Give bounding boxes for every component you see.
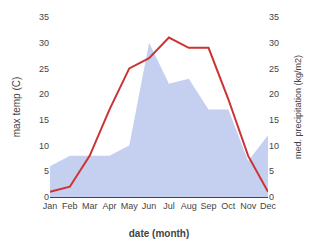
svg-text:5: 5 (44, 166, 49, 176)
svg-text:15: 15 (269, 115, 279, 125)
svg-text:Dec: Dec (260, 201, 277, 211)
svg-text:20: 20 (269, 89, 279, 99)
svg-text:5: 5 (269, 166, 274, 176)
svg-text:35: 35 (269, 12, 279, 22)
svg-text:Apr: Apr (102, 201, 116, 211)
svg-text:20: 20 (39, 89, 49, 99)
svg-text:date (month): date (month) (129, 228, 190, 239)
svg-text:30: 30 (39, 38, 49, 48)
svg-text:Jan: Jan (43, 201, 58, 211)
svg-text:Jul: Jul (163, 201, 175, 211)
svg-text:Oct: Oct (221, 201, 236, 211)
svg-text:0: 0 (269, 192, 274, 202)
svg-text:Sep: Sep (201, 201, 217, 211)
svg-text:max temp (C): max temp (C) (11, 77, 22, 138)
svg-text:med. precipitation (kg/m2): med. precipitation (kg/m2) (293, 55, 303, 159)
svg-text:10: 10 (39, 141, 49, 151)
svg-text:35: 35 (39, 12, 49, 22)
svg-text:Mar: Mar (82, 201, 98, 211)
svg-text:15: 15 (39, 115, 49, 125)
svg-text:Jun: Jun (142, 201, 157, 211)
svg-text:10: 10 (269, 141, 279, 151)
svg-text:0: 0 (44, 192, 49, 202)
svg-text:30: 30 (269, 38, 279, 48)
svg-text:25: 25 (269, 64, 279, 74)
svg-text:Aug: Aug (181, 201, 197, 211)
svg-text:Nov: Nov (240, 201, 257, 211)
svg-text:25: 25 (39, 64, 49, 74)
svg-text:Feb: Feb (62, 201, 78, 211)
svg-text:May: May (121, 201, 139, 211)
